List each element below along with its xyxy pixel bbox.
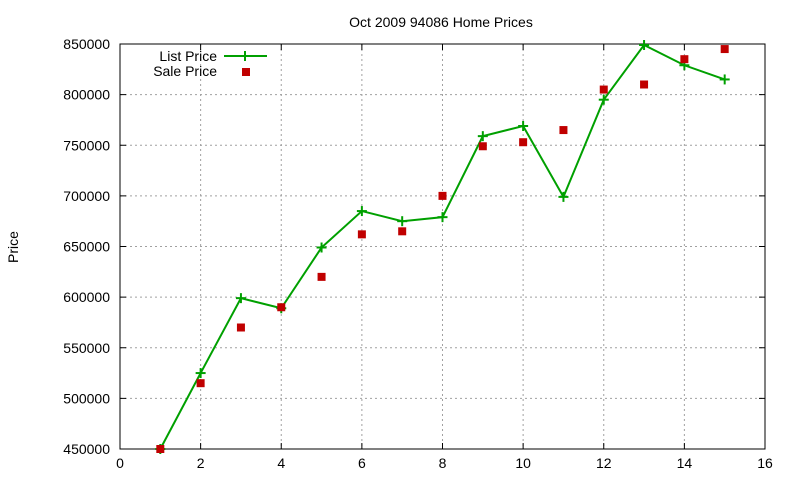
legend-marker-list-price: [240, 51, 250, 61]
list-price-point: [719, 74, 730, 85]
list-price-point: [518, 121, 529, 132]
sale-price-point: [559, 126, 568, 135]
y-tick-label: 550000: [63, 340, 110, 356]
list-price-point: [235, 293, 246, 304]
sale-price-point: [236, 323, 245, 332]
sale-price-point: [277, 303, 286, 312]
sale-price-point: [519, 138, 528, 147]
sale-price-point: [478, 142, 487, 151]
sale-price-point: [317, 272, 326, 281]
legend-label-sale-price: Sale Price: [153, 63, 217, 79]
sale-price-point: [398, 227, 407, 236]
legend-marker-sale-price: [242, 68, 250, 76]
x-tick-label: 16: [757, 455, 773, 471]
legend: List Price Sale Price: [153, 48, 267, 79]
y-tick-label: 450000: [63, 441, 110, 457]
y-tick-label: 750000: [63, 137, 110, 153]
x-tick-label: 12: [596, 455, 612, 471]
y-tick-label: 650000: [63, 239, 110, 255]
y-tick-label: 600000: [63, 289, 110, 305]
grid-layer: [120, 44, 765, 449]
sale-price-point: [640, 80, 649, 89]
x-tick-label: 8: [439, 455, 447, 471]
y-axis-label: Price: [5, 231, 21, 263]
list-price-point: [477, 131, 488, 142]
x-tick-label: 2: [197, 455, 205, 471]
sale-price-point: [720, 45, 729, 54]
x-tick-label: 4: [277, 455, 285, 471]
y-tick-label: 500000: [63, 390, 110, 406]
ticks-layer: 0 2 4 6 8 10 12 14 16 450000 500000 550000 600000 650…: [63, 36, 773, 471]
list-price-point: [598, 94, 609, 105]
sale-price-point: [357, 230, 366, 239]
list-price-point: [558, 191, 569, 202]
list-price-point: [437, 212, 448, 223]
list-price-point: [316, 242, 327, 253]
list-price-point: [397, 216, 408, 227]
sale-price-point: [438, 191, 447, 200]
sale-price-point: [156, 445, 165, 453]
x-tick-label: 6: [358, 455, 366, 471]
legend-label-list-price: List Price: [159, 48, 217, 64]
x-tick-label: 10: [515, 455, 531, 471]
sale-price-point: [599, 85, 608, 94]
list-price-point: [639, 40, 650, 51]
sale-price-point: [196, 379, 205, 388]
y-tick-label: 850000: [63, 36, 110, 52]
y-tick-label: 800000: [63, 87, 110, 103]
list-price-point: [356, 206, 367, 217]
sale-price-point: [680, 55, 689, 64]
series-layer: [155, 40, 730, 454]
y-tick-label: 700000: [63, 188, 110, 204]
list-price-point: [195, 368, 206, 379]
x-tick-label: 14: [677, 455, 693, 471]
chart-title: Oct 2009 94086 Home Prices: [349, 14, 533, 30]
x-tick-label: 0: [116, 455, 124, 471]
